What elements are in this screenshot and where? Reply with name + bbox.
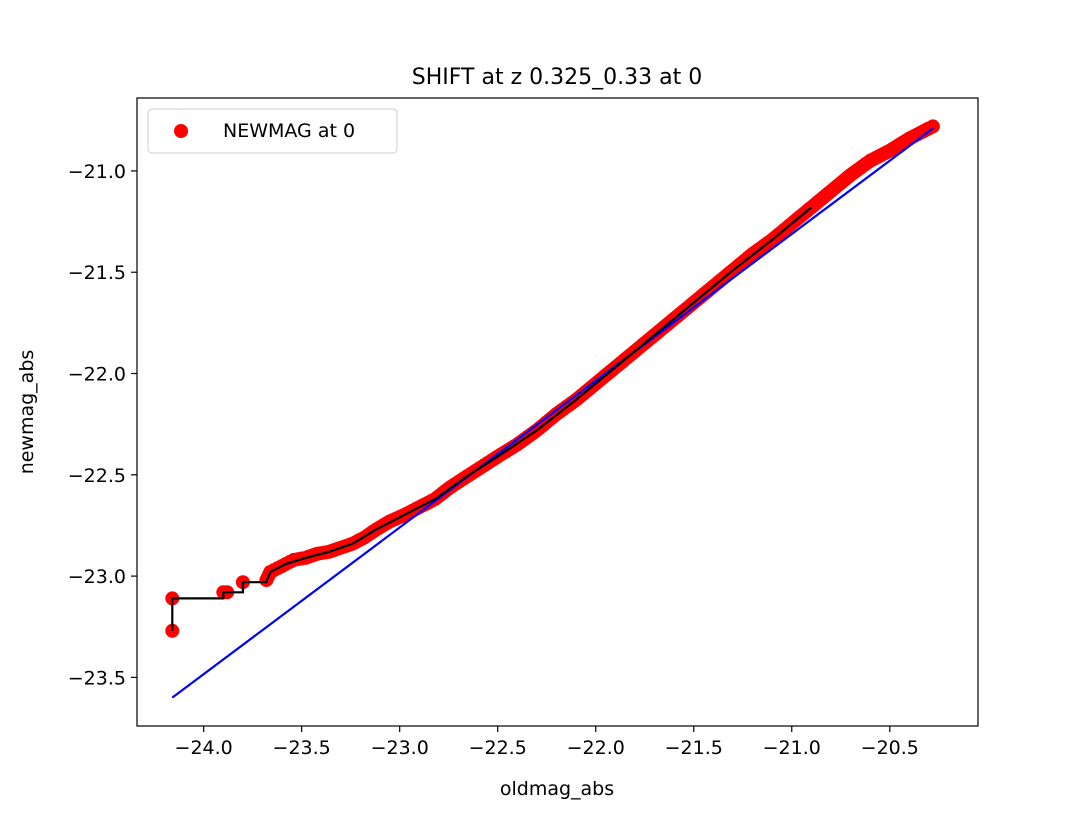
y-axis-ticks: −21.0 −21.5 −22.0 −22.5 −23.0 −23.5 <box>68 161 137 689</box>
y-tick-label: −21.0 <box>68 161 126 183</box>
y-tick-label: −22.0 <box>68 364 126 386</box>
legend: NEWMAG at 0 <box>147 108 398 154</box>
y-tick-label: −22.5 <box>68 465 126 487</box>
x-axis-label: oldmag_abs <box>500 778 614 800</box>
chart-title: SHIFT at z 0.325_0.33 at 0 <box>412 65 702 90</box>
y-tick-label: −23.0 <box>68 566 126 588</box>
plot-area <box>165 119 940 699</box>
reference-line <box>171 127 934 699</box>
x-tick-label: −24.0 <box>175 737 233 759</box>
legend-marker <box>174 124 188 138</box>
legend-label: NEWMAG at 0 <box>223 120 355 142</box>
legend-box <box>147 108 398 154</box>
x-tick-label: −23.5 <box>273 737 331 759</box>
x-axis-ticks: −24.0 −23.5 −23.0 −22.5 −22.0 −21.5 −21.0 −20.5 <box>175 726 919 759</box>
x-tick-label: −21.0 <box>763 737 821 759</box>
y-tick-label: −23.5 <box>68 667 126 689</box>
x-tick-label: −23.0 <box>371 737 429 759</box>
y-tick-label: −21.5 <box>68 262 126 284</box>
x-tick-label: −22.0 <box>567 737 625 759</box>
axes-frame <box>136 97 979 727</box>
x-tick-label: −22.5 <box>469 737 527 759</box>
y-axis-label: newmag_abs <box>16 350 38 475</box>
x-tick-label: −20.5 <box>861 737 919 759</box>
median-step-line <box>171 206 813 631</box>
x-tick-label: −21.5 <box>665 737 723 759</box>
